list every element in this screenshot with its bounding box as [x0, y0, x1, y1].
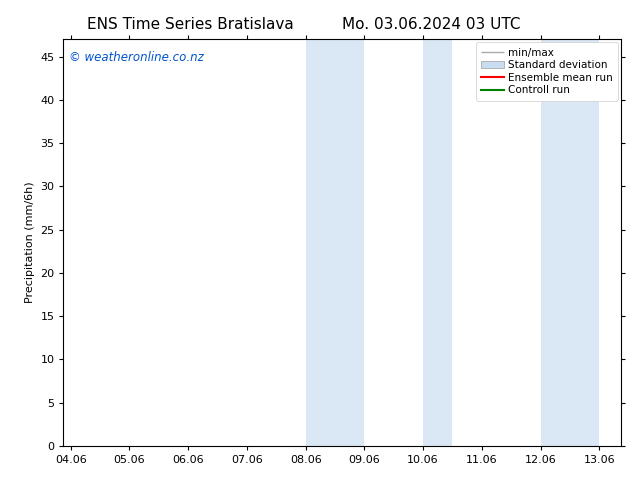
- Text: Mo. 03.06.2024 03 UTC: Mo. 03.06.2024 03 UTC: [342, 17, 521, 32]
- Bar: [541, 39, 599, 446]
- Legend: min/max, Standard deviation, Ensemble mean run, Controll run: min/max, Standard deviation, Ensemble me…: [476, 42, 618, 100]
- Bar: [306, 39, 365, 446]
- Text: ENS Time Series Bratislava: ENS Time Series Bratislava: [87, 17, 294, 32]
- Y-axis label: Precipitation (mm/6h): Precipitation (mm/6h): [25, 182, 35, 303]
- Bar: [423, 39, 453, 446]
- Text: © weatheronline.co.nz: © weatheronline.co.nz: [69, 51, 204, 64]
